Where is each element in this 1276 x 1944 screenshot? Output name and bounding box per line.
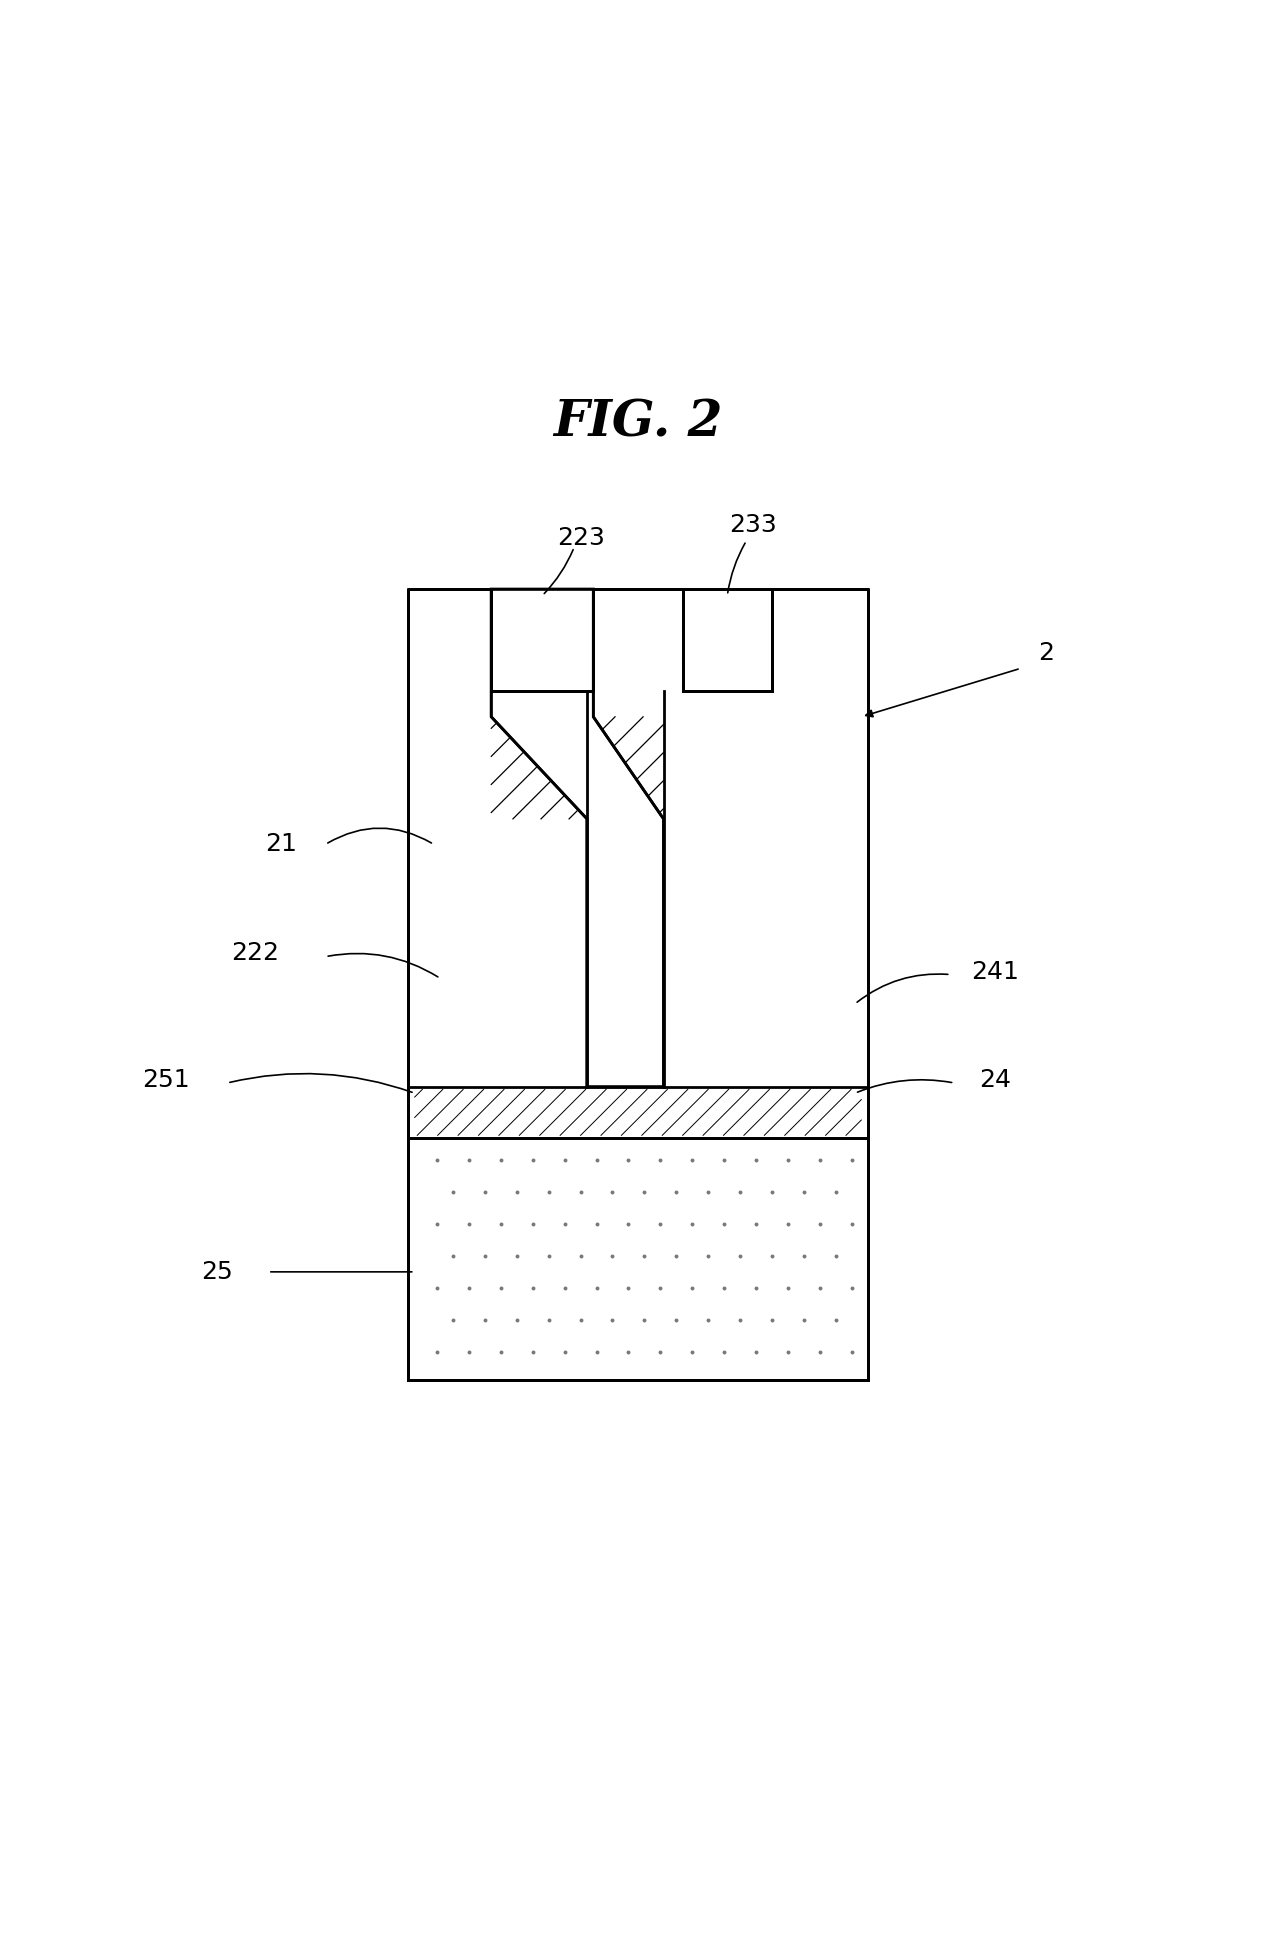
Bar — [683, 589, 772, 692]
Bar — [408, 1137, 868, 1380]
Text: 251: 251 — [142, 1069, 190, 1093]
Text: 21: 21 — [265, 832, 296, 857]
Text: 2: 2 — [1039, 642, 1054, 665]
Bar — [408, 1137, 868, 1380]
Text: 222: 222 — [231, 941, 279, 964]
Text: FIG. 2: FIG. 2 — [554, 399, 722, 447]
Bar — [408, 1087, 868, 1137]
Polygon shape — [491, 589, 664, 1087]
Text: 233: 233 — [729, 513, 777, 537]
Text: 223: 223 — [556, 527, 605, 550]
Text: 25: 25 — [202, 1260, 232, 1283]
Text: 241: 241 — [971, 960, 1020, 984]
Bar — [683, 589, 772, 692]
Text: 24: 24 — [979, 1069, 1012, 1093]
Polygon shape — [408, 589, 868, 1380]
